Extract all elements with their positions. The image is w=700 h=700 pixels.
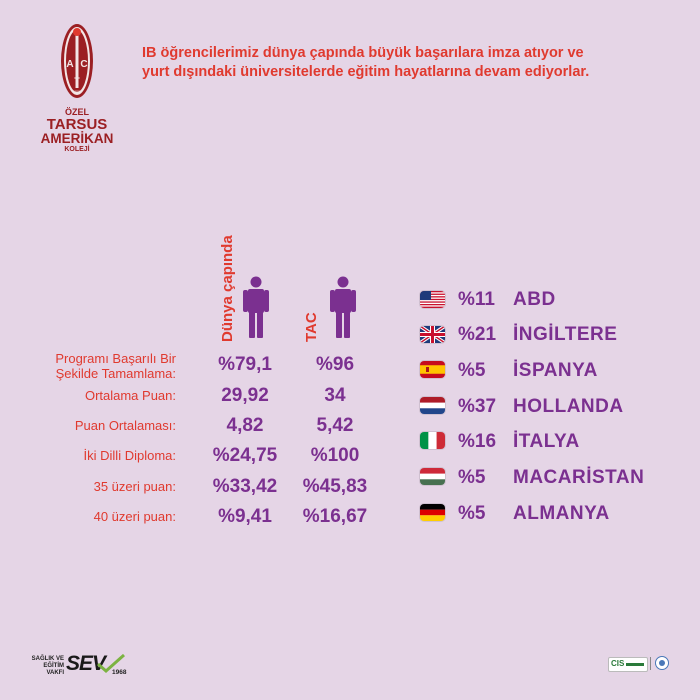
country-pct-hungary: %5 [458, 467, 486, 488]
logo-line-ozel: ÖZEL [65, 107, 89, 117]
country-name-netherlands: HOLLANDA [513, 396, 624, 417]
sev-check-icon [97, 654, 125, 673]
country-name-hungary: MACARİSTAN [513, 467, 645, 488]
logo-line-amerikan: AMERİKAN [40, 131, 114, 146]
country-pct-netherlands: %37 [458, 396, 497, 417]
logo-letter-a: A [66, 59, 73, 70]
ib-logo-icon [655, 656, 669, 670]
row-label-bilingual-diploma: İki Dilli Diploma: [83, 448, 176, 463]
value-tac-over-40: %16,67 [302, 506, 368, 527]
spain-flag-icon [420, 361, 445, 378]
person-icon-world [243, 276, 269, 338]
sev-line-3: VAKFI [46, 670, 64, 676]
cis-label: CIS [611, 659, 625, 668]
country-name-usa: ABD [513, 289, 556, 310]
value-world-grade-average: 4,82 [226, 415, 264, 436]
headline: IB öğrencilerimiz dünya çapında büyük ba… [142, 45, 590, 80]
person-icon-tac [330, 276, 356, 338]
country-pct-uk: %21 [458, 324, 497, 345]
sev-line-1: SAĞLIK VE [31, 656, 64, 662]
sev-logo: SAĞLIK VE EĞİTİM VAKFI SEV 1968 [28, 652, 138, 678]
sev-brand: SEV [66, 652, 106, 675]
logo-line-tarsus: TARSUS [46, 116, 108, 133]
value-tac-grade-average: 5,42 [316, 415, 354, 436]
value-world-over-35: %33,42 [212, 476, 278, 497]
cis-strip [626, 663, 644, 666]
row-label-over-35: 35 üzeri puan: [93, 479, 176, 494]
logo-year: 1888 [73, 90, 81, 94]
cis-logo: CIS [608, 657, 648, 672]
value-tac-average-score: 34 [324, 385, 346, 406]
value-world-bilingual: %24,75 [212, 445, 278, 466]
logo-emblem-icon: A C T 1888 [61, 24, 93, 98]
logo-letter-t: T [74, 76, 80, 86]
country-pct-germany: %5 [458, 503, 486, 524]
column-header-tac: TAC [303, 312, 320, 342]
uk-flag-icon [420, 326, 445, 343]
row-label-grade-average: Puan Ortalaması: [74, 418, 176, 433]
italy-flag-icon [420, 432, 445, 449]
country-name-italy: İTALYA [513, 431, 580, 452]
value-world-completion: %79,1 [218, 354, 272, 375]
value-world-average-score: 29,92 [221, 385, 269, 406]
netherlands-flag-icon [420, 397, 445, 414]
divider [650, 657, 651, 670]
value-tac-bilingual: %100 [310, 445, 360, 466]
hungary-flag-icon [420, 468, 445, 485]
country-pct-spain: %5 [458, 360, 486, 381]
row-label-over-40: 40 üzeri puan: [93, 509, 176, 524]
country-pct-usa: %11 [458, 289, 495, 310]
country-pct-italy: %16 [458, 431, 497, 452]
germany-flag-icon [420, 504, 445, 521]
country-name-germany: ALMANYA [513, 503, 610, 524]
row-label-average-score: Ortalama Puan: [84, 388, 176, 403]
logo-letter-c: C [80, 59, 87, 70]
column-header-world: Dünya çapında [219, 235, 236, 342]
value-world-over-40: %9,41 [218, 506, 272, 527]
sev-line-2: EĞİTİM [43, 663, 64, 669]
logo-line-koleji: KOLEJİ [64, 146, 90, 153]
value-tac-completion: %96 [315, 354, 355, 375]
row-label-completion: Programı Başarılı Bir Şekilde Tamamlama: [55, 351, 176, 381]
value-tac-over-35: %45,83 [302, 476, 368, 497]
country-name-spain: İSPANYA [513, 360, 598, 381]
school-logo: A C T 1888 ÖZEL TARSUS AMERİKAN KOLEJİ [40, 22, 114, 153]
country-name-uk: İNGİLTERE [513, 324, 618, 345]
usa-flag-icon [420, 291, 445, 308]
sev-year: 1968 [112, 669, 127, 676]
